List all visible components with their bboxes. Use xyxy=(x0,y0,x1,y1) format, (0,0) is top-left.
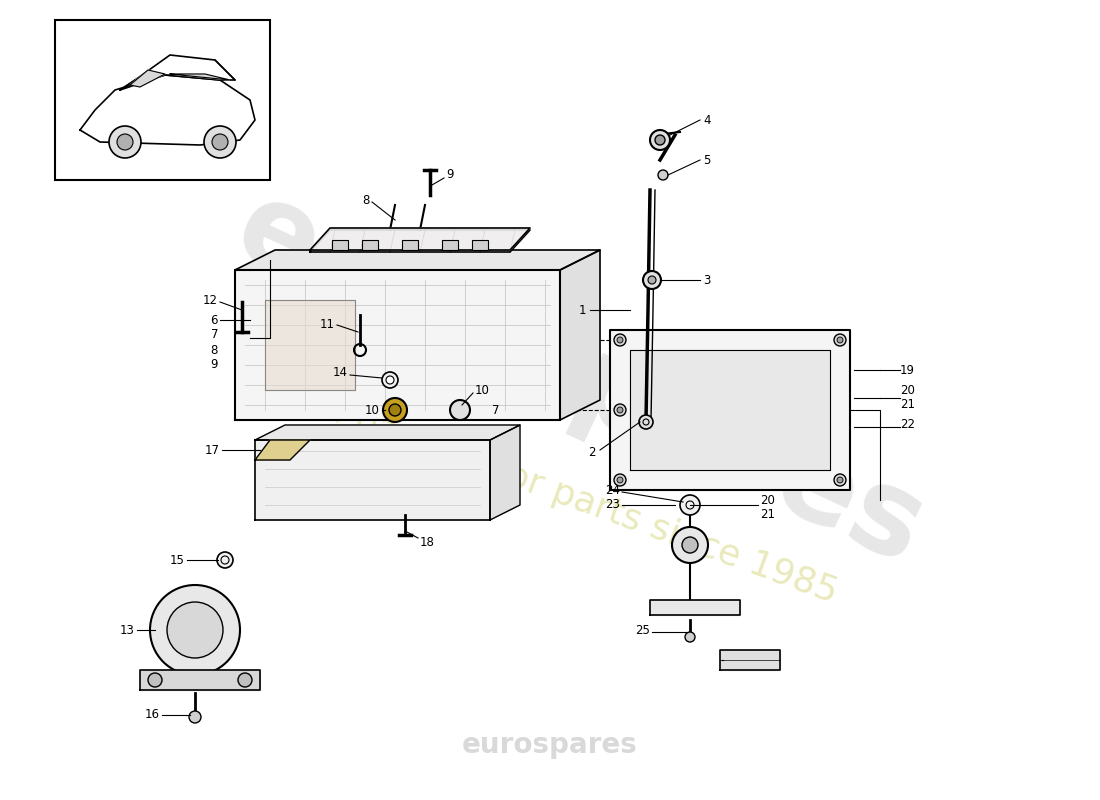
Circle shape xyxy=(238,673,252,687)
Polygon shape xyxy=(310,230,530,252)
Text: 22: 22 xyxy=(900,418,915,431)
Polygon shape xyxy=(650,600,740,615)
Polygon shape xyxy=(130,70,165,87)
Circle shape xyxy=(617,477,623,483)
Polygon shape xyxy=(265,300,355,390)
Text: 5: 5 xyxy=(703,154,711,166)
Circle shape xyxy=(682,537,698,553)
Circle shape xyxy=(109,126,141,158)
Circle shape xyxy=(217,552,233,568)
Text: 7: 7 xyxy=(210,329,218,342)
Circle shape xyxy=(834,474,846,486)
Polygon shape xyxy=(720,650,780,670)
Circle shape xyxy=(204,126,236,158)
Text: 1: 1 xyxy=(579,303,586,317)
Circle shape xyxy=(148,673,162,687)
Text: 20: 20 xyxy=(760,494,774,506)
Circle shape xyxy=(685,632,695,642)
Text: 25: 25 xyxy=(635,623,650,637)
Circle shape xyxy=(617,337,623,343)
Text: 15: 15 xyxy=(170,554,185,566)
Text: 19: 19 xyxy=(900,363,915,377)
Bar xyxy=(332,240,348,250)
Text: 26: 26 xyxy=(725,654,740,666)
Bar xyxy=(55,20,270,180)
Text: 2: 2 xyxy=(588,446,596,458)
Bar xyxy=(472,240,488,250)
Text: 20: 20 xyxy=(900,383,915,397)
Bar xyxy=(362,240,378,250)
Polygon shape xyxy=(490,425,520,520)
Circle shape xyxy=(150,585,240,675)
Text: 8: 8 xyxy=(210,343,218,357)
Circle shape xyxy=(614,474,626,486)
Circle shape xyxy=(680,495,700,515)
Polygon shape xyxy=(560,250,600,420)
Circle shape xyxy=(383,398,407,422)
Text: a passion for parts since 1985: a passion for parts since 1985 xyxy=(318,390,843,610)
Circle shape xyxy=(386,376,394,384)
Text: 24: 24 xyxy=(605,483,620,497)
Polygon shape xyxy=(610,330,850,490)
Circle shape xyxy=(837,477,843,483)
Circle shape xyxy=(837,337,843,343)
Text: eurospares: eurospares xyxy=(218,170,943,590)
Circle shape xyxy=(617,407,623,413)
Bar xyxy=(442,240,458,250)
Text: 10: 10 xyxy=(365,403,380,417)
Circle shape xyxy=(639,415,653,429)
Text: 6: 6 xyxy=(210,314,218,326)
Text: 4: 4 xyxy=(703,114,711,126)
Text: 21: 21 xyxy=(900,398,915,411)
Circle shape xyxy=(212,134,228,150)
Polygon shape xyxy=(235,270,560,420)
Circle shape xyxy=(614,334,626,346)
Polygon shape xyxy=(255,425,520,440)
Text: 18: 18 xyxy=(420,535,434,549)
Polygon shape xyxy=(255,440,490,520)
Text: 10: 10 xyxy=(475,383,490,397)
Text: 23: 23 xyxy=(605,498,620,511)
Polygon shape xyxy=(140,670,260,690)
Circle shape xyxy=(650,130,670,150)
Polygon shape xyxy=(255,440,310,460)
Circle shape xyxy=(382,372,398,388)
Polygon shape xyxy=(310,228,530,250)
Text: 16: 16 xyxy=(145,709,160,722)
Circle shape xyxy=(450,400,470,420)
Circle shape xyxy=(167,602,223,658)
Text: 9: 9 xyxy=(210,358,218,371)
Circle shape xyxy=(614,404,626,416)
Circle shape xyxy=(834,334,846,346)
Polygon shape xyxy=(235,250,600,270)
Polygon shape xyxy=(630,350,830,470)
Text: 8: 8 xyxy=(363,194,370,206)
Text: 11: 11 xyxy=(320,318,336,331)
Circle shape xyxy=(189,711,201,723)
Text: 13: 13 xyxy=(120,623,135,637)
Text: 7: 7 xyxy=(492,403,499,417)
Text: 9: 9 xyxy=(446,169,453,182)
Text: eurospares: eurospares xyxy=(462,731,638,759)
Circle shape xyxy=(117,134,133,150)
Circle shape xyxy=(654,135,666,145)
Circle shape xyxy=(672,527,708,563)
Text: 12: 12 xyxy=(204,294,218,306)
Circle shape xyxy=(644,271,661,289)
Circle shape xyxy=(389,404,402,416)
Text: 21: 21 xyxy=(760,509,775,522)
Circle shape xyxy=(658,170,668,180)
Polygon shape xyxy=(170,74,230,80)
Text: 3: 3 xyxy=(703,274,711,286)
Text: 14: 14 xyxy=(333,366,348,378)
Circle shape xyxy=(648,276,656,284)
Bar xyxy=(402,240,418,250)
Text: 17: 17 xyxy=(205,443,220,457)
